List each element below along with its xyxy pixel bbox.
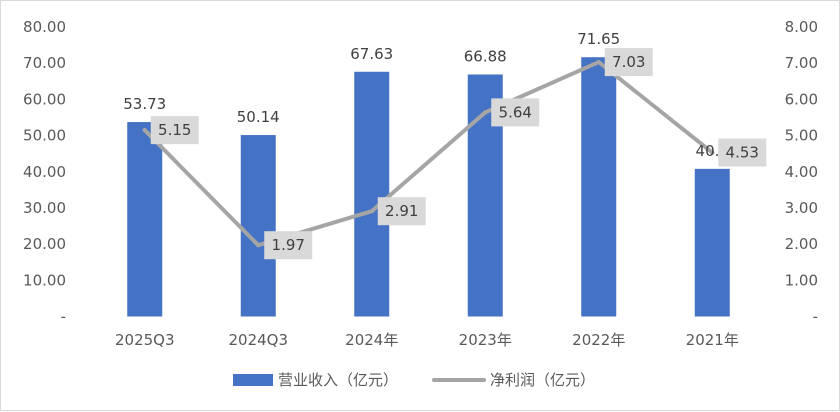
net-profit-label-bg <box>491 98 540 127</box>
x-axis-categories: 2025Q3 2024Q3 2024年 2023年 2022年 2021年 <box>115 331 739 349</box>
right-y-tick-label: 5.00 <box>785 127 818 145</box>
net-profit-data-label: 1.97 <box>272 236 305 254</box>
left-y-tick-label: 80.00 <box>23 18 66 36</box>
revenue-bar <box>354 71 390 317</box>
revenue-data-label: 66.88 <box>464 47 507 65</box>
legend-line-label: 净利润（亿元） <box>490 371 595 389</box>
left-y-tick-label: 50.00 <box>23 127 66 145</box>
net-profit-label-box: 5.15 <box>150 116 199 145</box>
net-profit-label-bg <box>264 231 313 260</box>
net-profit-point <box>710 150 715 155</box>
x-category-label: 2022年 <box>572 331 625 349</box>
right-y-tick-label: 1.00 <box>785 271 818 289</box>
revenue-data-label: 50.14 <box>237 108 280 126</box>
net-profit-point <box>483 110 488 115</box>
x-category-label: 2024年 <box>345 331 398 349</box>
revenue-bar <box>581 57 617 317</box>
net-profit-label-box: 5.64 <box>491 98 540 127</box>
left-y-tick-label: 60.00 <box>23 90 66 108</box>
x-category-label: 2023年 <box>459 331 512 349</box>
x-category-label: 2024Q3 <box>228 331 288 349</box>
net-profit-point <box>142 127 147 133</box>
left-y-tick-label: 70.00 <box>23 54 66 72</box>
net-profit-data-label: 7.03 <box>612 53 645 71</box>
right-y-tick-label: 6.00 <box>785 90 818 108</box>
left-y-tick-label: 10.00 <box>23 271 66 289</box>
legend-bar-swatch <box>233 374 273 386</box>
net-profit-data-label: 2.91 <box>385 202 418 220</box>
net-profit-data-labels: 5.15 1.97 2.91 5.64 7.03 4.53 <box>150 48 767 260</box>
net-profit-point <box>369 208 374 214</box>
right-y-axis: - 1.00 2.00 3.00 4.00 5.00 6.00 7.00 8.00 <box>785 18 818 326</box>
right-y-tick-label: 3.00 <box>785 199 818 217</box>
net-profit-label-bg <box>604 48 653 77</box>
net-profit-point <box>256 243 261 248</box>
net-profit-data-label: 5.15 <box>158 121 191 139</box>
right-y-tick-label: 2.00 <box>785 235 818 253</box>
left-y-axis: - 10.00 20.00 30.00 40.00 50.00 60.00 70.00 80.0… <box>23 18 66 326</box>
net-profit-label-bg <box>150 116 199 145</box>
right-y-tick-label: 8.00 <box>785 18 818 36</box>
right-y-tick-label: - <box>813 308 818 326</box>
net-profit-polyline <box>142 60 715 248</box>
revenue-bar <box>127 122 163 317</box>
right-y-tick-label: 4.00 <box>785 163 818 181</box>
net-profit-point <box>596 59 601 65</box>
net-profit-line <box>142 59 715 248</box>
revenue-bar <box>694 168 730 317</box>
legend: 营业收入（亿元） 净利润（亿元） <box>233 371 595 389</box>
revenue-data-label: 67.63 <box>350 45 393 63</box>
net-profit-label-box: 2.91 <box>377 197 426 226</box>
legend-bar-label: 营业收入（亿元） <box>278 371 398 389</box>
net-profit-label-box: 4.53 <box>718 138 767 167</box>
left-y-tick-label: 20.00 <box>23 235 66 253</box>
net-profit-label-bg <box>377 197 426 226</box>
net-profit-label-bg <box>718 138 767 167</box>
left-y-tick-label: 30.00 <box>23 199 66 217</box>
net-profit-label-box: 1.97 <box>264 231 313 260</box>
net-profit-data-label: 4.53 <box>726 144 759 162</box>
revenue-data-label: 71.65 <box>577 30 620 48</box>
left-y-tick-label: 40.00 <box>23 163 66 181</box>
revenue-data-label: 53.73 <box>123 95 166 113</box>
x-category-label: 2025Q3 <box>115 331 175 349</box>
revenue-bar <box>240 135 276 317</box>
x-category-label: 2021年 <box>686 331 739 349</box>
net-profit-label-box: 7.03 <box>604 48 653 77</box>
net-profit-data-label: 5.64 <box>499 103 532 121</box>
left-y-tick-label: - <box>61 308 66 326</box>
right-y-tick-label: 7.00 <box>785 54 818 72</box>
